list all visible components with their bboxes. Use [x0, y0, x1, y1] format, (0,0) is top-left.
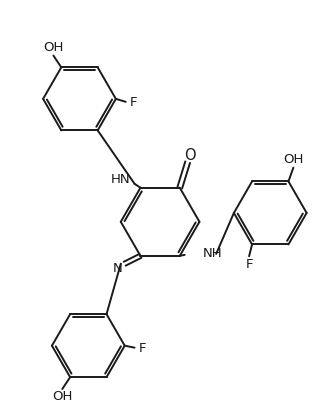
- Text: NH: NH: [202, 247, 222, 260]
- Text: F: F: [245, 257, 253, 270]
- Text: O: O: [184, 148, 195, 163]
- Text: OH: OH: [43, 41, 63, 54]
- Text: OH: OH: [283, 153, 304, 166]
- Text: F: F: [139, 342, 146, 355]
- Text: HN: HN: [111, 173, 131, 186]
- Text: F: F: [130, 96, 137, 109]
- Text: OH: OH: [52, 390, 72, 403]
- Text: N: N: [113, 262, 123, 275]
